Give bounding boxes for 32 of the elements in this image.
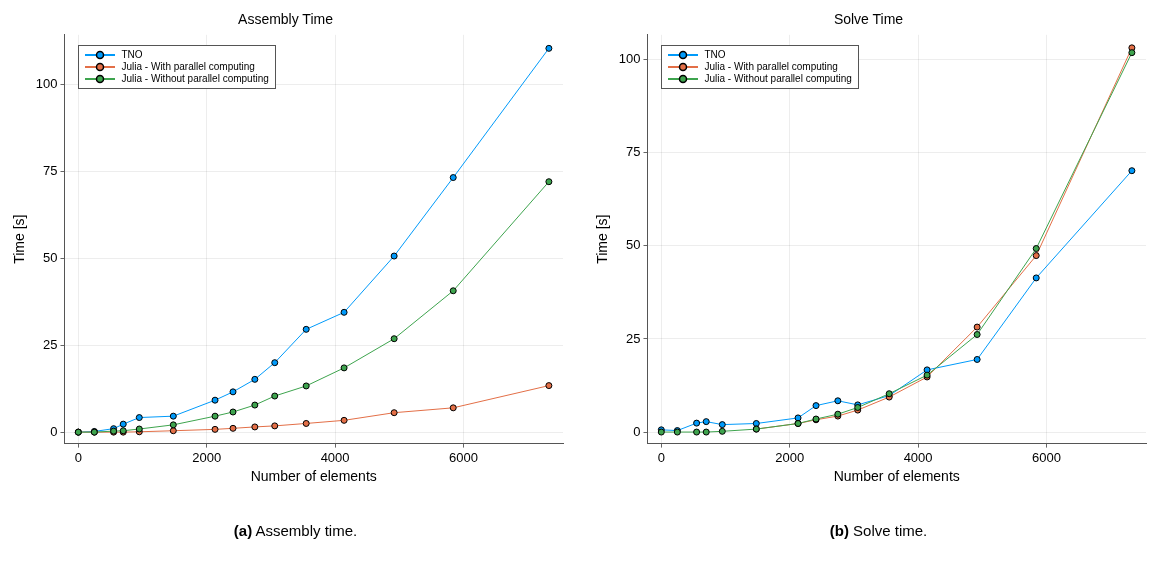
y-tick-label: 75 bbox=[43, 163, 58, 179]
chart-title: Solve Time bbox=[833, 11, 904, 28]
y-tick-label: 0 bbox=[633, 423, 641, 439]
y-tick-label: 25 bbox=[626, 330, 641, 346]
text: (b) Solve time. bbox=[829, 522, 928, 539]
y-tick-label: 100 bbox=[618, 51, 641, 67]
x-tick-label: 0 bbox=[657, 449, 665, 465]
x-tick-label: 4000 bbox=[903, 449, 933, 465]
y-axis-title: Time [s] bbox=[594, 214, 611, 264]
x-axis-title: Number of elements bbox=[250, 468, 377, 485]
y-tick-label: 25 bbox=[43, 336, 58, 352]
x-tick-label: 4000 bbox=[320, 449, 350, 465]
y-tick-label: 100 bbox=[35, 76, 58, 92]
x-tick-label: 0 bbox=[74, 449, 82, 465]
text: (a) Assembly time. bbox=[233, 522, 358, 539]
legend-label: Julia - With parallel computing bbox=[121, 61, 255, 73]
y-tick-label: 50 bbox=[43, 250, 58, 266]
legend-label: Julia - Without parallel computing bbox=[121, 73, 269, 85]
chart-title: Assembly Time bbox=[238, 11, 334, 28]
legend-label: TNO bbox=[121, 49, 143, 61]
x-tick-label: 6000 bbox=[449, 449, 478, 465]
legend-label: TNO bbox=[704, 49, 726, 61]
y-tick-label: 75 bbox=[626, 144, 641, 160]
y-tick-label: 0 bbox=[50, 423, 58, 439]
x-tick-label: 6000 bbox=[1032, 449, 1061, 465]
x-tick-label: 2000 bbox=[192, 449, 222, 465]
y-tick-label: 50 bbox=[626, 237, 641, 253]
x-tick-label: 2000 bbox=[775, 449, 805, 465]
legend-label: Julia - With parallel computing bbox=[704, 61, 838, 73]
x-axis-title: Number of elements bbox=[833, 468, 960, 485]
legend-label: Julia - Without parallel computing bbox=[704, 73, 852, 85]
y-axis-title: Time [s] bbox=[11, 214, 28, 264]
